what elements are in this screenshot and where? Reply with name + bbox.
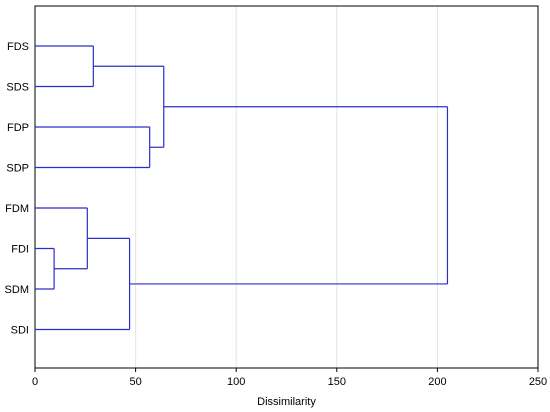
leaf-label-sdp: SDP: [6, 163, 29, 175]
leaf-label-sdm: SDM: [5, 284, 29, 296]
leaf-label-sds: SDS: [6, 82, 29, 94]
grid-lines: [135, 6, 438, 368]
plot-frame: [34, 5, 539, 369]
leaf-label-sdi: SDI: [11, 325, 29, 337]
x-tick-label: 0: [32, 376, 38, 388]
x-tick-label: 100: [227, 376, 245, 388]
x-tick-label: 150: [328, 376, 346, 388]
x-axis-title: Dissimilarity: [257, 396, 316, 408]
leaf-labels: FDS SDS FDP SDP FDM FDI SDM SDI: [5, 41, 29, 337]
x-tick-label: 50: [129, 376, 141, 388]
x-tick-label: 250: [529, 376, 547, 388]
leaf-label-fdp: FDP: [7, 122, 29, 134]
leaf-label-fds: FDS: [7, 41, 29, 53]
dendrogram-branches: [35, 45, 449, 331]
leaf-label-fdm: FDM: [5, 203, 29, 215]
x-axis-ticks: 0 50 100 150 200 250: [32, 368, 547, 388]
leaf-label-fdi: FDI: [11, 244, 29, 256]
x-tick-label: 200: [428, 376, 446, 388]
